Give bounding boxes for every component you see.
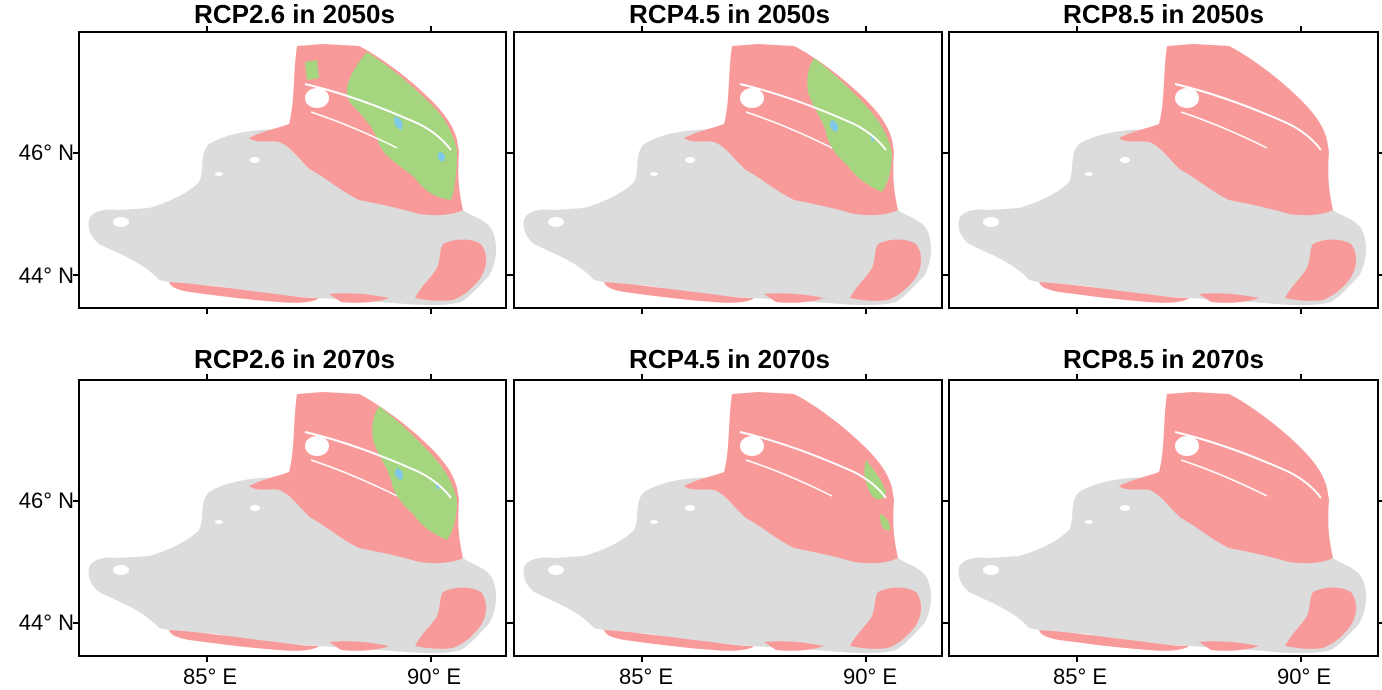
green-zone bbox=[372, 406, 457, 540]
map-panel bbox=[73, 374, 512, 662]
panel-title: RCP8.5 in 2070s bbox=[1063, 344, 1264, 374]
green-zone bbox=[864, 460, 886, 500]
panel-title: RCP4.5 in 2070s bbox=[629, 344, 830, 374]
basin-map bbox=[523, 392, 932, 654]
green-zone bbox=[807, 58, 892, 192]
panel-title: RCP8.5 in 2050s bbox=[1063, 0, 1264, 29]
map-panel bbox=[508, 374, 948, 662]
panel-frame bbox=[948, 379, 1379, 657]
panel-title: RCP2.6 in 2050s bbox=[194, 0, 395, 29]
y-tick-label: 44° N bbox=[18, 263, 74, 288]
panel-title: RCP2.6 in 2070s bbox=[194, 344, 395, 374]
panel-title: RCP4.5 in 2050s bbox=[629, 0, 830, 29]
basin-map bbox=[523, 44, 932, 306]
x-tick-label: 90° E bbox=[406, 664, 462, 689]
x-tick-label: 90° E bbox=[1276, 664, 1332, 689]
basin-map bbox=[958, 44, 1367, 306]
blue-zone bbox=[437, 152, 446, 162]
blue-zone bbox=[829, 120, 839, 132]
blue-zone bbox=[394, 116, 403, 130]
x-tick-label: 85° E bbox=[618, 664, 674, 689]
basin-map bbox=[88, 44, 497, 306]
green-zone bbox=[305, 60, 319, 80]
panel-frame bbox=[948, 31, 1379, 309]
blue-zone bbox=[394, 468, 404, 480]
map-panel bbox=[73, 26, 512, 314]
y-tick-label: 46° N bbox=[18, 488, 74, 513]
x-tick-label: 90° E bbox=[842, 664, 898, 689]
y-tick-label: 46° N bbox=[18, 140, 74, 165]
panel-frame bbox=[513, 31, 943, 309]
map-panel bbox=[943, 26, 1382, 314]
map-panel bbox=[943, 374, 1382, 662]
x-tick-label: 85° E bbox=[1052, 664, 1108, 689]
y-tick-label: 44° N bbox=[18, 610, 74, 635]
map-panel bbox=[508, 26, 948, 314]
basin-map bbox=[958, 392, 1367, 654]
panel-frame bbox=[78, 379, 507, 657]
green-zone bbox=[880, 514, 890, 531]
x-tick-label: 85° E bbox=[182, 664, 238, 689]
panel-frame bbox=[513, 379, 943, 657]
basin-map bbox=[88, 392, 497, 654]
panel-frame bbox=[78, 31, 507, 309]
